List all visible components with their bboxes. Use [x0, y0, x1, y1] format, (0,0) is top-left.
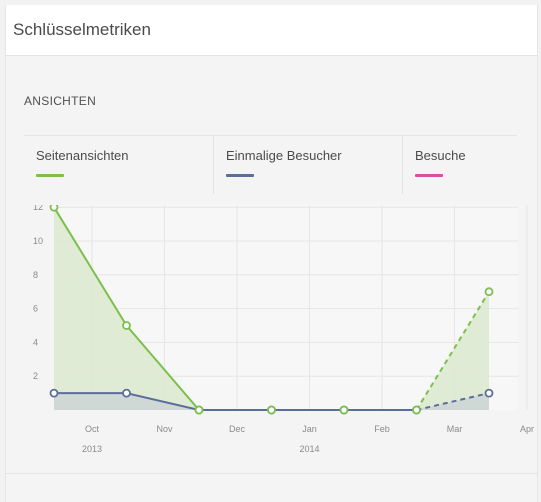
x-tick-label: Nov [156, 424, 173, 434]
x-tick-label: Oct [85, 424, 100, 434]
x-year-label: 2014 [299, 444, 319, 454]
legend-item-unique-visitors[interactable]: Einmalige Besucher [214, 136, 403, 194]
x-tick-label: Mar [447, 424, 463, 434]
data-point [484, 287, 494, 297]
data-point [49, 388, 59, 398]
panel-footer-divider [6, 473, 537, 474]
series-area [54, 207, 489, 410]
x-tick-label: Jan [302, 424, 317, 434]
views-chart: 2 4 6 8 10 12 Oct Nov Dec Jan Feb Mar Apr 2013 2014 [6, 202, 537, 475]
data-point [339, 405, 349, 415]
section-label-views: ANSICHTEN [24, 94, 97, 108]
data-point [194, 405, 204, 415]
data-point [484, 388, 494, 398]
data-point [49, 202, 59, 212]
data-point [122, 321, 131, 330]
legend-swatch-pink [415, 174, 443, 177]
series-area [54, 393, 489, 410]
data-point [412, 405, 421, 415]
y-tick-label: 4 [33, 337, 38, 347]
x-tick-label: Apr [520, 424, 534, 434]
key-metrics-panel: Schlüsselmetriken ANSICHTEN Seitenansich… [5, 5, 538, 502]
legend-item-page-views[interactable]: Seitenansichten [24, 136, 214, 194]
legend-swatch-blue [226, 174, 254, 177]
y-tick-label: 10 [33, 236, 43, 246]
data-point [267, 405, 276, 415]
y-tick-label: 8 [33, 270, 38, 280]
series-line [54, 392, 417, 411]
legend-label: Einmalige Besucher [226, 148, 342, 163]
chart-svg: 2 4 6 8 10 12 Oct Nov Dec Jan Feb Mar Apr 2013 2014 [33, 202, 534, 454]
data-point [122, 388, 131, 398]
legend-label: Seitenansichten [36, 148, 129, 163]
panel-title: Schlüsselmetriken [13, 20, 151, 39]
series-line-projection [416, 392, 490, 411]
chart-legend: Seitenansichten Einmalige Besucher Besuc… [24, 135, 517, 194]
y-tick-label: 6 [33, 304, 38, 314]
y-tick-label: 12 [33, 205, 43, 212]
legend-label: Besuche [415, 148, 466, 163]
panel-header: Schlüsselmetriken [6, 5, 537, 56]
x-year-label: 2013 [82, 444, 102, 454]
y-tick-label: 2 [33, 371, 38, 381]
legend-swatch-green [36, 174, 64, 177]
legend-item-visits[interactable]: Besuche [403, 136, 517, 194]
x-tick-label: Dec [229, 424, 246, 434]
x-tick-label: Feb [374, 424, 390, 434]
